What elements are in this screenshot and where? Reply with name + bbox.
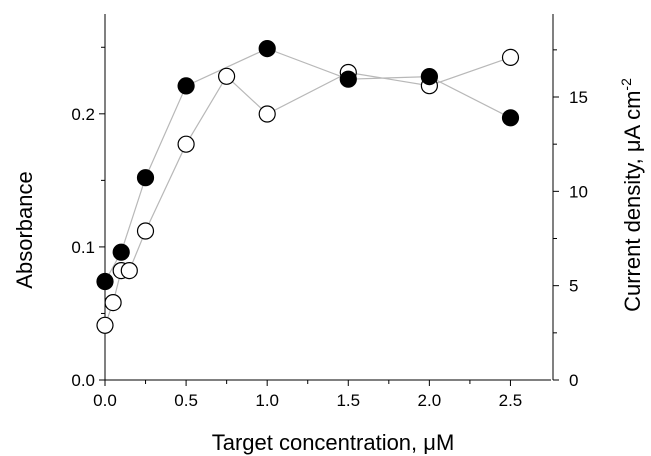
right-y-tick-label: 5 xyxy=(569,277,578,296)
current-density-point xyxy=(136,222,155,240)
x-tick-label: 1.5 xyxy=(336,391,360,410)
x-tick-label: 1.0 xyxy=(255,391,279,410)
current-density-point xyxy=(501,48,520,67)
current-density-point xyxy=(258,105,276,123)
x-axis-title: Target concentration, μM xyxy=(212,430,455,455)
x-tick-label: 0.0 xyxy=(93,391,117,410)
right-y-axis-title-superscript: -2 xyxy=(618,78,634,91)
x-tick-label: 0.5 xyxy=(174,391,198,410)
current-density-point xyxy=(120,262,138,280)
axes-layer: 0.0 0.5 1.0 1.5 2.0 2.5 0.0 0.1 0.2 0 5 10 15 xyxy=(71,14,588,410)
absorbance-point xyxy=(339,70,357,88)
x-tick-label: 2.5 xyxy=(499,391,523,410)
current-density-series-line xyxy=(104,56,511,326)
x-tick-label: 2.0 xyxy=(418,391,442,410)
current-density-point xyxy=(104,294,122,312)
right-y-tick-label: 15 xyxy=(569,88,588,107)
left-y-tick-label: 0.1 xyxy=(71,238,95,257)
absorbance-point xyxy=(258,39,276,58)
right-y-tick-label: 0 xyxy=(569,371,578,390)
absorbance-point xyxy=(177,77,195,95)
right-y-tick-label: 10 xyxy=(569,182,588,201)
absorbance-point xyxy=(112,243,130,261)
lines-layer xyxy=(104,47,511,326)
current-density-point xyxy=(177,135,195,153)
absorbance-series-line xyxy=(104,47,511,282)
absorbance-point xyxy=(501,109,520,127)
current-density-point xyxy=(96,316,114,334)
right-y-axis-title: Current density, μA cm-2 xyxy=(618,78,645,312)
absorbance-point xyxy=(96,272,114,291)
left-y-tick-label: 0.0 xyxy=(71,371,95,390)
absorbance-point xyxy=(136,169,155,187)
left-y-axis-title: Absorbance xyxy=(12,171,37,288)
current-density-point xyxy=(218,67,236,85)
right-y-axis-title-text: Current density, μA cm xyxy=(620,91,645,312)
left-y-tick-label: 0.2 xyxy=(71,105,95,124)
points-layer xyxy=(96,39,520,334)
absorbance-point xyxy=(420,67,438,86)
